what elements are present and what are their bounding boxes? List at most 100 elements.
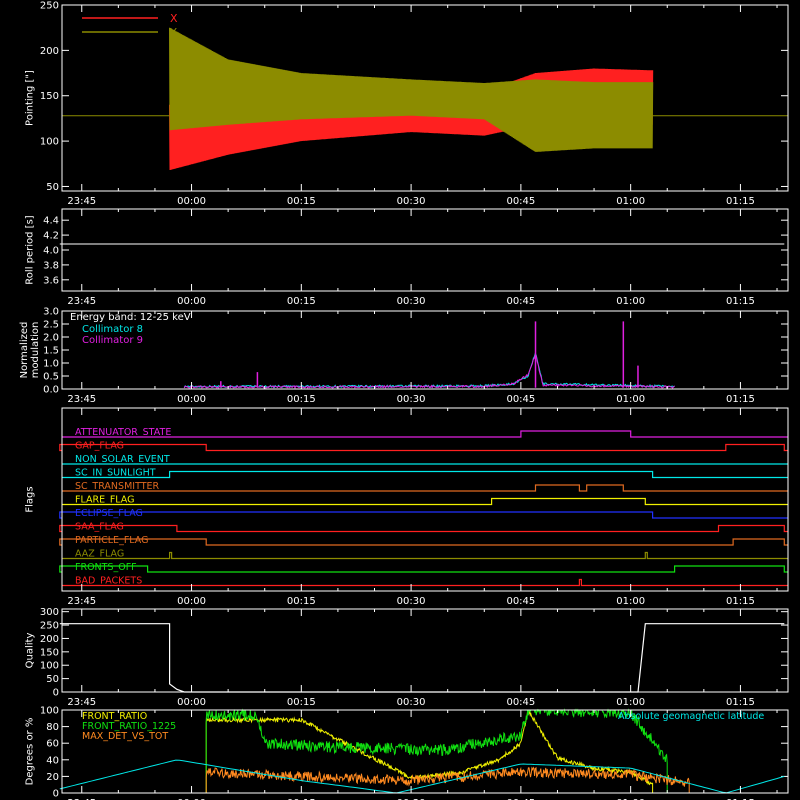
- flag-trace-eclipse-flag: [59, 511, 788, 519]
- y-tick-label: 20: [46, 772, 59, 783]
- ratio-series-max-det-vs-tot: [205, 766, 690, 793]
- x-tick-label: 00:00: [177, 798, 206, 800]
- y-axis-label: Normalized: [19, 322, 30, 379]
- modulation-ylabel: Normalized modulation: [19, 322, 41, 379]
- x-tick-label: 00:00: [177, 296, 206, 307]
- x-tick-label: 00:00: [177, 697, 206, 708]
- y-tick-label: 60: [46, 739, 59, 750]
- x-tick-label: 00:45: [506, 196, 535, 207]
- y-tick-label: 200: [40, 46, 59, 57]
- x-tick-label: 00:45: [506, 697, 535, 708]
- pointing-ylabel: Pointing ["]: [25, 70, 36, 126]
- flag-label-bad-packets: BAD_PACKETS: [75, 576, 142, 587]
- x-tick-label: 01:00: [616, 697, 645, 708]
- flag-label-eclipse-flag: ECLIPSE_FLAG: [75, 508, 143, 519]
- ratio-series-absolute-geomagnetic-latitude: [59, 759, 785, 794]
- x-tick-label: 23:45: [67, 697, 96, 708]
- legend-label-front-ratio-1225: FRONT_RATIO_1225: [82, 721, 176, 732]
- x-tick-label: 00:45: [506, 394, 535, 405]
- x-tick-label: 01:15: [726, 798, 755, 800]
- x-tick-label: 00:30: [397, 697, 426, 708]
- flag-label-particle-flag: PARTICLE_FLAG: [75, 535, 148, 546]
- x-tick-label: 23:45: [67, 196, 96, 207]
- x-tick-label: 01:00: [616, 596, 645, 607]
- flags-ylabel: Flags: [25, 486, 36, 512]
- y-tick-label: 2.0: [43, 333, 59, 344]
- ratio-panel: 0 20 40 60 80 100 Degrees or % FRONT_RATIOFRONT…: [25, 706, 789, 800]
- x-tick-label: 01:15: [726, 697, 755, 708]
- quality-frame: [61, 608, 789, 693]
- y-tick-label: 150: [40, 647, 59, 658]
- y-tick-label: 1.0: [43, 359, 59, 370]
- legend-label-max-det-vs-tot: MAX_DET_VS_TOT: [82, 731, 168, 742]
- y-tick-label: 250: [40, 621, 59, 632]
- y-tick-label: 200: [40, 634, 59, 645]
- y-tick-label: 1.5: [43, 346, 59, 357]
- roll-period-panel: 3.6 3.8 4.0 4.2 4.4 Roll period [s] 23:45 00:00…: [25, 208, 789, 307]
- y-tick-label: 0: [53, 688, 59, 699]
- y-tick-label: 2.5: [43, 320, 59, 331]
- pointing-frame: [61, 4, 789, 192]
- roll-frame: [61, 208, 789, 292]
- flag-label-flare-flag: FLARE_FLAG: [75, 495, 135, 506]
- x-tick-label: 01:00: [616, 196, 645, 207]
- flag-label-non-solar-event: NON_SOLAR_EVENT: [75, 454, 170, 465]
- flag-trace-gap-flag: [59, 443, 788, 452]
- y-tick-label: 100: [40, 706, 59, 717]
- y-axis-label: Flags: [25, 486, 36, 512]
- flags-panel: Flags ATTENUATOR_STATE GAP_FLAG NON_SOLAR_E…: [25, 407, 789, 607]
- x-tick-label: 00:15: [287, 196, 316, 207]
- x-tick-label: 00:15: [287, 296, 316, 307]
- x-tick-label: 00:00: [177, 196, 206, 207]
- flag-label-sc-transmitter: SC_TRANSMITTER: [75, 481, 160, 492]
- flag-label-fronts-off: FRONTS_OFF: [75, 562, 137, 573]
- modulation-frame: [61, 310, 789, 390]
- flag-label-gap-flag: GAP_FLAG: [75, 441, 124, 452]
- x-tick-label: 00:45: [506, 798, 535, 800]
- flag-label-aaz-flag: AAZ_FLAG: [75, 549, 124, 560]
- x-tick-label: 23:45: [67, 798, 96, 800]
- quality-panel: 0 50 100 150 200 250 300 Quality 23:45 00:00 00:15…: [25, 607, 789, 708]
- y-tick-label: 4.2: [43, 231, 59, 242]
- y-tick-label: 4.0: [43, 246, 59, 257]
- x-tick-label: 00:15: [287, 798, 316, 800]
- x-tick-label: 00:00: [177, 596, 206, 607]
- x-tick-label: 00:30: [397, 196, 426, 207]
- legend-label-geomagnetic-latitude: Absolute geomagnetic latitude: [618, 711, 764, 722]
- x-tick-label: 01:00: [616, 394, 645, 405]
- ratio-ylabel: Degrees or %: [25, 718, 36, 786]
- y-tick-label: 80: [46, 722, 59, 733]
- y-tick-label: 40: [46, 755, 59, 766]
- x-tick-label: 00:15: [287, 596, 316, 607]
- x-tick-label: 00:15: [287, 697, 316, 708]
- flag-trace-particle-flag: [59, 538, 788, 546]
- quality-series: [59, 623, 785, 693]
- y-tick-label: 300: [40, 607, 59, 618]
- y-axis-label: Quality: [25, 633, 36, 669]
- x-tick-label: 23:45: [67, 596, 96, 607]
- legend-label-collimator-9: Collimator 9: [82, 335, 143, 346]
- x-tick-label: 23:45: [67, 296, 96, 307]
- x-tick-label: 00:30: [397, 296, 426, 307]
- flag-trace-sc-transmitter: [62, 484, 788, 492]
- x-tick-label: 00:00: [177, 394, 206, 405]
- roll-ylabel: Roll period [s]: [25, 215, 36, 284]
- x-tick-label: 01:15: [726, 394, 755, 405]
- flag-label-attenuator-state: ATTENUATOR_STATE: [75, 427, 171, 438]
- y-tick-label: 150: [40, 91, 59, 102]
- modulation-series-collimator-9: [183, 353, 675, 390]
- pointing-panel: 50 100 150 200 250 Pointing ["] XY 23:45 00:00 00…: [25, 1, 789, 207]
- flag-trace-attenuator-state: [62, 430, 788, 438]
- legend-label-front-ratio: FRONT_RATIO: [82, 711, 147, 722]
- y-axis-label: Roll period [s]: [25, 215, 36, 284]
- x-tick-label: 01:15: [726, 296, 755, 307]
- x-tick-label: 00:30: [397, 394, 426, 405]
- y-tick-label: 3.8: [43, 260, 59, 271]
- flag-trace-bad-packets: [62, 578, 788, 587]
- y-tick-label: 100: [40, 661, 59, 672]
- y-axis-label: Degrees or %: [25, 718, 36, 786]
